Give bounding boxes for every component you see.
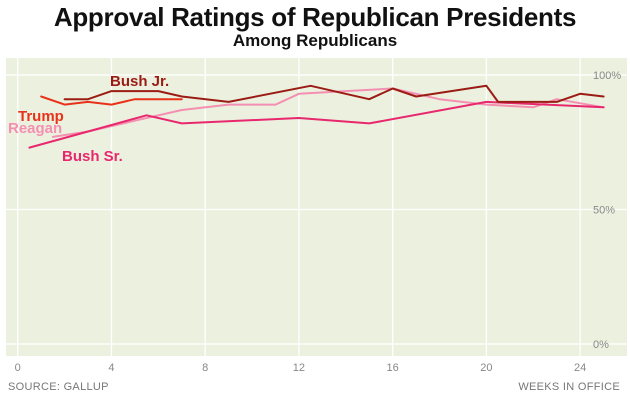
x-axis-caption: WEEKS IN OFFICE bbox=[518, 381, 620, 393]
series-label-bush-jr: Bush Jr. bbox=[110, 73, 169, 90]
x-tick-label: 4 bbox=[108, 362, 114, 374]
tick-labels: 0 4 8 12 16 20 24 0% 50% 100% bbox=[15, 70, 622, 374]
x-tick-label: 8 bbox=[202, 362, 208, 374]
source-note: SOURCE: GALLUP bbox=[8, 381, 109, 393]
y-tick-label: 100% bbox=[593, 70, 621, 82]
series-label-trump: Trump bbox=[18, 108, 64, 125]
x-tick-label: 20 bbox=[480, 362, 492, 374]
series-line-bush-jr bbox=[63, 84, 605, 103]
series-line-trump bbox=[40, 95, 183, 106]
x-tick-label: 16 bbox=[387, 362, 399, 374]
series-label-bush-sr: Bush Sr. bbox=[62, 148, 123, 165]
series-lines bbox=[28, 84, 605, 149]
x-tick-label: 12 bbox=[293, 362, 305, 374]
series-line-bush-sr bbox=[28, 100, 605, 149]
grid-lines bbox=[6, 58, 627, 356]
y-tick-label: 0% bbox=[593, 339, 609, 351]
chart-title: Approval Ratings of Republican President… bbox=[53, 2, 577, 32]
series-label-reagan: Reagan bbox=[8, 120, 62, 137]
x-tick-label: 0 bbox=[15, 362, 21, 374]
series-line-reagan bbox=[51, 87, 605, 138]
y-tick-label: 50% bbox=[593, 205, 615, 217]
x-tick-label: 24 bbox=[574, 362, 586, 374]
chart-subtitle: Among Republicans bbox=[232, 31, 398, 50]
